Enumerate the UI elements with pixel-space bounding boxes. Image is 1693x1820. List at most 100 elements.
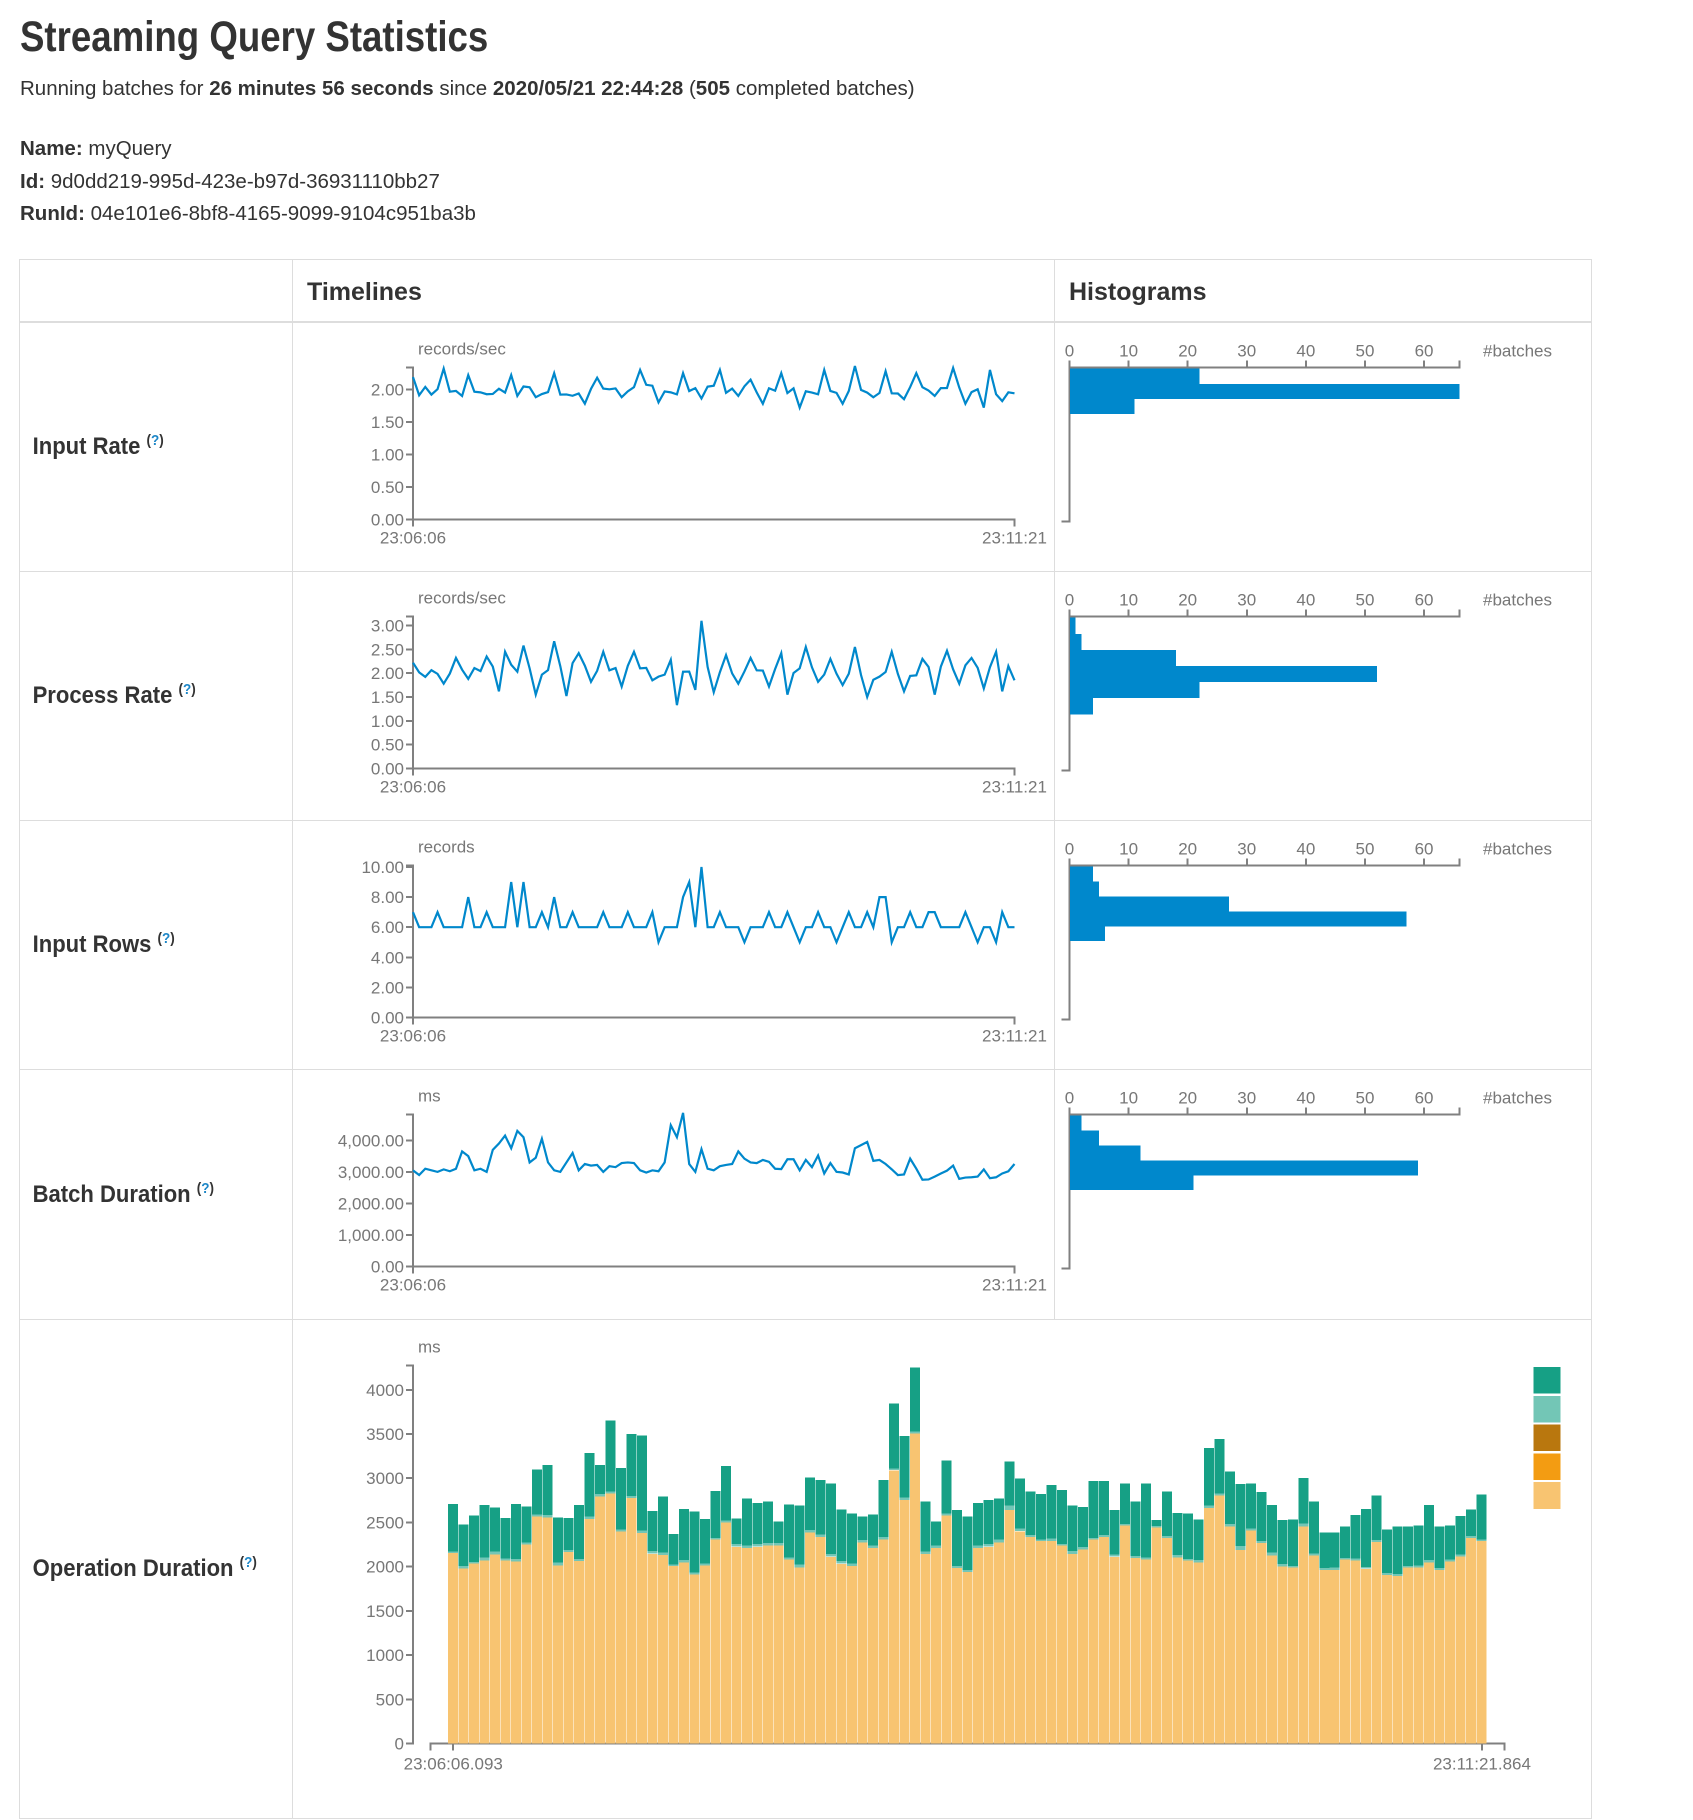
svg-text:60: 60 [1415, 591, 1434, 610]
svg-text:0: 0 [395, 1735, 404, 1754]
svg-text:10.00: 10.00 [361, 858, 404, 877]
svg-text:30: 30 [1237, 840, 1256, 859]
svg-text:1500: 1500 [366, 1602, 404, 1621]
svg-text:20: 20 [1178, 840, 1197, 859]
subtitle-prefix: Running batches for [20, 77, 210, 100]
svg-text:23:06:06: 23:06:06 [380, 778, 446, 797]
operation-duration-label: Operation Duration (?) [20, 1554, 265, 1583]
svg-text:2.00: 2.00 [371, 380, 404, 399]
help-paren-close: ) [252, 1554, 257, 1572]
svg-text:50: 50 [1355, 1089, 1374, 1108]
query-name-line: Name: myQuery [20, 133, 476, 166]
svg-text:40: 40 [1296, 341, 1315, 360]
svg-text:records/sec: records/sec [418, 589, 506, 608]
svg-text:2.00: 2.00 [371, 978, 404, 997]
help-question-mark: ? [151, 432, 160, 450]
histogram-bars [1070, 1115, 1419, 1191]
svg-text:23:11:21: 23:11:21 [982, 528, 1047, 547]
query-name-value: myQuery [88, 137, 172, 160]
query-id-value: 9d0dd219-995d-423e-b97d-36931110bb27 [50, 169, 440, 193]
svg-text:60: 60 [1415, 840, 1434, 859]
running-duration: 26 minutes 56 seconds [209, 77, 434, 100]
subtitle-paren: ( [683, 77, 696, 100]
header-empty-cell [19, 259, 293, 323]
svg-text:0.00: 0.00 [371, 760, 404, 779]
row-label-text: Process Rate [32, 682, 173, 710]
legend-swatch [1533, 1482, 1561, 1509]
svg-text:0: 0 [1065, 840, 1074, 859]
process-rate-help-icon[interactable]: (?) [178, 681, 195, 698]
help-question-mark: ? [182, 681, 192, 699]
process-rate-histogram-chart: 0 10 20 30 40 50 60 #batches [1061, 591, 1552, 772]
legend-swatch [1533, 1395, 1561, 1423]
batch-duration-timeline-chart: 0.00 1,000.00 2,000.00 3,000.00 4,000.00 ms 23… [338, 1087, 1047, 1295]
svg-text:records/sec: records/sec [418, 339, 506, 358]
help-paren-open: ( [196, 1179, 202, 1197]
svg-text:3.00: 3.00 [371, 617, 404, 636]
legend [1533, 1367, 1561, 1509]
query-id-label: Id: [20, 169, 46, 193]
svg-text:40: 40 [1296, 1089, 1315, 1108]
svg-text:0.50: 0.50 [371, 736, 404, 755]
legend-swatch [1533, 1424, 1561, 1452]
svg-text:10: 10 [1119, 341, 1138, 360]
svg-text:30: 30 [1237, 341, 1256, 360]
query-name-label: Name: [20, 137, 83, 160]
svg-text:6.00: 6.00 [371, 918, 404, 937]
operation-duration-stacked-chart: 0 500 1000 1500 2000 2500 3000 3500 4000 ms 23:06:… [366, 1338, 1561, 1774]
histogram-axes [1061, 1107, 1461, 1270]
svg-text:1000: 1000 [366, 1646, 404, 1665]
process-rate-timeline-cell: 0.00 0.50 1.00 1.50 2.00 2.50 3.00 records/sec 2… [292, 571, 1055, 821]
help-question-mark: ? [201, 1179, 210, 1197]
timelines-header-label: Timelines [307, 278, 422, 307]
input-rate-timeline-cell: 0.00 0.50 1.00 1.50 2.00 records/sec 23:06:06 2… [292, 321, 1055, 572]
svg-text:50: 50 [1355, 341, 1374, 360]
operation-duration-help-icon[interactable]: (?) [240, 1554, 257, 1571]
svg-text:500: 500 [376, 1690, 404, 1709]
start-time: 2020/05/21 22:44:28 [492, 77, 684, 100]
svg-text:30: 30 [1237, 1089, 1256, 1108]
batch-duration-help-icon[interactable]: (?) [197, 1180, 214, 1197]
svg-text:1.50: 1.50 [371, 412, 404, 431]
svg-text:#batches: #batches [1483, 341, 1552, 360]
svg-text:2,000.00: 2,000.00 [338, 1194, 404, 1213]
histogram-axes [1061, 360, 1461, 523]
help-paren-close: ) [159, 432, 164, 450]
svg-text:#batches: #batches [1483, 840, 1552, 859]
timeline-axes [406, 1113, 1016, 1274]
process-rate-label: Process Rate (?) [20, 681, 265, 710]
svg-text:23:06:06.093: 23:06:06.093 [404, 1755, 503, 1774]
svg-text:0.00: 0.00 [371, 1258, 404, 1277]
svg-text:0.00: 0.00 [371, 1009, 404, 1028]
query-runid-label: RunId: [20, 202, 85, 225]
svg-text:10: 10 [1119, 1089, 1138, 1108]
svg-text:4.00: 4.00 [371, 948, 404, 967]
svg-text:1.00: 1.00 [371, 712, 404, 731]
batch-duration-label: Batch Duration (?) [20, 1180, 265, 1209]
svg-text:60: 60 [1415, 341, 1434, 360]
legend-swatch [1533, 1367, 1561, 1394]
input-rows-help-icon[interactable]: (?) [158, 930, 175, 947]
batch-duration-histogram-chart: 0 10 20 30 40 50 60 #batches [1061, 1089, 1552, 1270]
stacked-bars [448, 1367, 1487, 1744]
input-rate-label: Input Rate (?) [20, 432, 265, 461]
query-meta: Name: myQuery Id: 9d0dd219-995d-423e-b97… [20, 133, 476, 231]
row-label-text: Input Rate [32, 433, 141, 461]
svg-text:23:06:06: 23:06:06 [380, 1027, 446, 1046]
svg-text:0.00: 0.00 [371, 510, 404, 529]
histogram-bars [1070, 617, 1377, 715]
input-rows-histogram-chart: 0 10 20 30 40 50 60 #batches [1061, 840, 1552, 1021]
page-title: Streaming Query Statistics [20, 13, 489, 61]
svg-text:3,000.00: 3,000.00 [338, 1163, 404, 1182]
row-batch-duration: Batch Duration (?) 0.00 1,000.00 2,000.00 3… [19, 1069, 1592, 1320]
svg-text:1.50: 1.50 [371, 688, 404, 707]
svg-text:40: 40 [1296, 591, 1315, 610]
svg-text:10: 10 [1119, 840, 1138, 859]
input-rate-histogram-chart: 0 10 20 30 40 50 60 #batches [1061, 341, 1552, 523]
input-rate-help-icon[interactable]: (?) [147, 432, 164, 449]
timeline-axes [406, 615, 1016, 776]
header-timelines: Timelines [292, 259, 1055, 323]
subtitle-suffix: completed batches) [730, 77, 915, 100]
row-label-text: Batch Duration [32, 1181, 191, 1209]
svg-text:2000: 2000 [366, 1558, 404, 1577]
